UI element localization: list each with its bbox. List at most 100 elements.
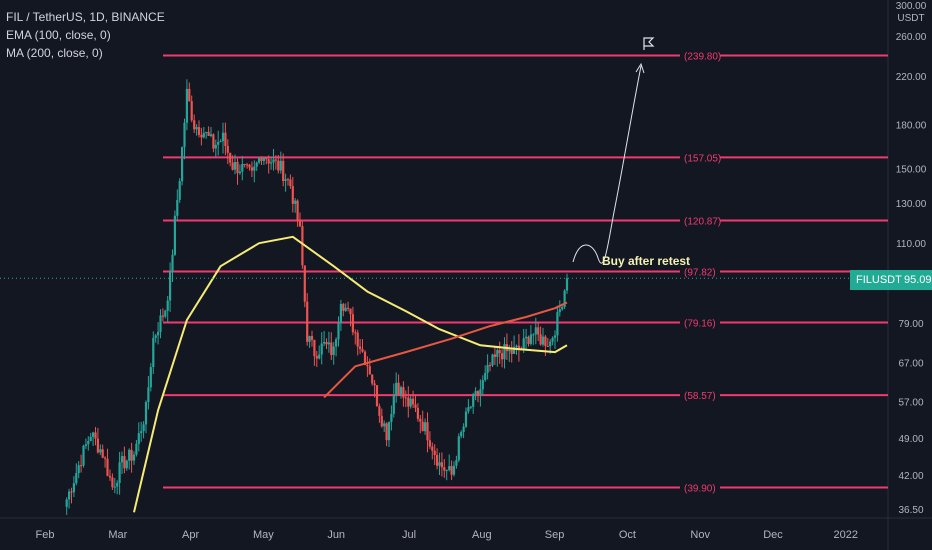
candle-body: [510, 349, 513, 354]
candle-body: [508, 349, 511, 352]
candle-body: [135, 443, 138, 455]
candle-body: [424, 422, 427, 432]
candle-body: [426, 422, 429, 441]
candle-body: [120, 456, 124, 463]
candle-body: [226, 145, 229, 153]
candle-body: [513, 347, 516, 354]
candle-body: [118, 462, 121, 483]
candle-body: [525, 336, 528, 339]
time-tick-label: Apr: [182, 529, 199, 541]
ma-indicator-label[interactable]: MA (200, close, 0): [6, 46, 103, 60]
candle-body: [363, 351, 367, 365]
time-tick-label: Aug: [472, 529, 492, 541]
time-tick-label: Oct: [619, 529, 636, 541]
level-label: (58.57): [684, 391, 716, 402]
candle-body: [253, 166, 256, 171]
candle-body: [412, 398, 415, 405]
ma-200-line: [323, 301, 568, 399]
candle-body: [166, 300, 169, 311]
price-tick-label: 42.00: [898, 471, 923, 482]
candle-body: [416, 407, 419, 419]
candle-body: [332, 346, 335, 355]
candle-body: [342, 304, 345, 311]
candle-body: [351, 314, 354, 333]
flag-icon: [643, 37, 655, 50]
price-tick-label: 49.00: [898, 434, 923, 445]
candle-body: [111, 477, 114, 488]
candle-body: [289, 179, 292, 187]
level-label: (157.05): [684, 153, 721, 164]
candle-body: [94, 432, 97, 439]
candle-body: [149, 367, 152, 388]
candle-body: [113, 486, 116, 488]
candle-body: [152, 337, 155, 367]
price-axis-currency: USDT: [897, 13, 924, 24]
symbol-title[interactable]: FIL / TetherUS, 1D, BINANCE: [6, 10, 165, 24]
candle-body: [207, 131, 210, 136]
candle-body: [330, 342, 333, 355]
chart-legend: FIL / TetherUS, 1D, BINANCE EMA (100, cl…: [6, 8, 165, 62]
candle-body: [96, 438, 99, 453]
candle-body: [339, 304, 342, 324]
arrow-head-icon: [635, 62, 645, 74]
level-label: (239.80): [684, 52, 721, 63]
price-tick-label: 260.00: [896, 32, 927, 43]
candle-body: [161, 315, 164, 317]
candle-body: [549, 341, 552, 347]
candle-body: [493, 354, 496, 357]
candle-body: [323, 342, 326, 344]
candle-body: [233, 162, 237, 170]
candle-body: [188, 88, 191, 102]
candle-body: [462, 426, 465, 432]
candle-body: [200, 134, 203, 138]
candle-body: [236, 162, 239, 174]
time-tick-label: Jul: [402, 529, 416, 541]
candle-body: [147, 387, 150, 402]
last-price-tag: FILUSDT 95.09: [850, 270, 932, 290]
candle-body: [294, 200, 297, 204]
candle-body: [209, 134, 213, 136]
candle-body: [197, 127, 201, 135]
candle-body: [267, 159, 270, 164]
candle-body: [246, 164, 249, 166]
candle-body: [402, 387, 405, 398]
candle-body: [368, 366, 371, 375]
level-label: (39.90): [684, 484, 716, 495]
candle-body: [248, 164, 251, 168]
candle-body: [438, 462, 441, 466]
candle-body: [534, 327, 537, 335]
candle-body: [296, 200, 299, 222]
candle-body: [284, 179, 287, 181]
time-axis: Feb Mar Apr May Jun Jul Aug Sep Oct Nov Dec 2022: [36, 529, 859, 541]
projection-arrow: [572, 65, 642, 264]
candle-body: [274, 159, 277, 161]
candle-body: [106, 458, 109, 476]
candle-body: [82, 445, 85, 466]
candle-body: [185, 88, 188, 123]
candle-body: [325, 342, 328, 345]
candle-body: [491, 354, 494, 366]
candle-body: [390, 413, 393, 422]
candle-body: [123, 456, 126, 469]
candle-body: [92, 432, 95, 437]
candle-body: [202, 132, 205, 138]
candle-body: [286, 179, 290, 181]
candle-body: [522, 338, 525, 350]
candle-body: [399, 387, 403, 395]
candle-body: [440, 462, 443, 468]
candle-body: [89, 436, 92, 441]
candle-body: [298, 221, 302, 227]
candle-body: [553, 335, 557, 338]
time-tick-label: Mar: [108, 529, 127, 541]
price-tick-label: 220.00: [896, 72, 927, 83]
candle-body: [421, 421, 424, 432]
candle-body: [361, 349, 364, 352]
candle-body: [498, 350, 501, 354]
ema-indicator-label[interactable]: EMA (100, close, 0): [6, 28, 111, 42]
projection-drawing: Buy after retest: [572, 37, 690, 268]
candle-body: [464, 411, 468, 427]
candle-body: [70, 491, 73, 493]
candle-body: [481, 380, 484, 390]
